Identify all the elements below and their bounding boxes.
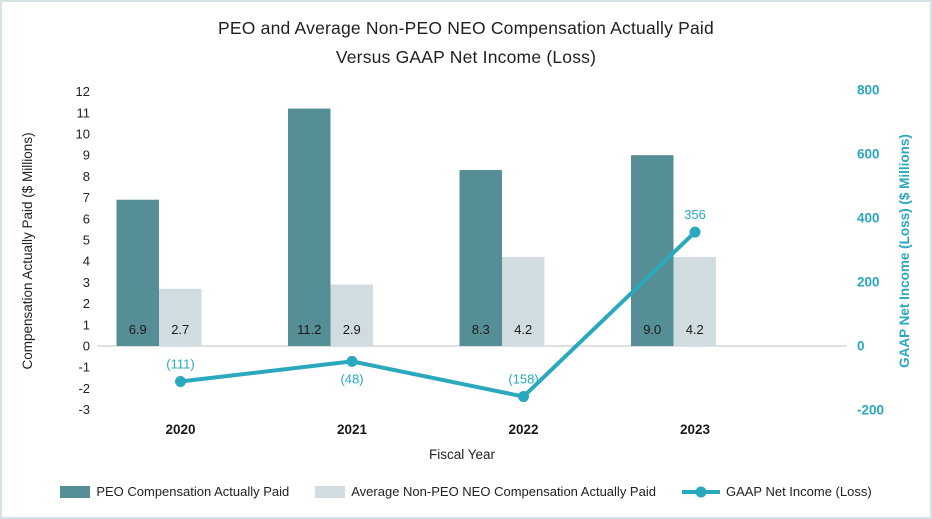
x-category-label: 2021: [337, 422, 368, 437]
x-category-label: 2022: [508, 422, 538, 437]
bar-value-label: 8.3: [472, 322, 490, 337]
line-data-label: (48): [340, 371, 363, 386]
bar-value-label: 2.9: [343, 322, 361, 337]
legend-item: PEO Compensation Actually Paid: [60, 484, 289, 499]
bar-nonpeo-2023: [673, 256, 716, 346]
left-axis-tick-label: 12: [76, 84, 90, 99]
x-axis-title: Fiscal Year: [429, 447, 496, 462]
left-axis-tick-label: 6: [83, 211, 90, 226]
chart-title-line-2: Versus GAAP Net Income (Loss): [335, 47, 597, 67]
right-axis-tick-label: 600: [857, 147, 880, 162]
legend-label: GAAP Net Income (Loss): [725, 484, 872, 499]
left-axis-tick-label: -3: [78, 402, 90, 417]
left-axis-tick-label: -1: [78, 360, 90, 375]
left-axis-tick-label: 10: [76, 127, 90, 142]
legend-line-marker-dot: [695, 486, 707, 497]
line-point-2020: [175, 376, 186, 388]
chart-title-line-1: PEO and Average Non-PEO NEO Compensation…: [218, 18, 714, 38]
right-axis-tick-label: 800: [857, 83, 880, 98]
left-axis-tick-label: 4: [83, 254, 90, 269]
right-axis-tick-label: 400: [857, 211, 880, 226]
bar-nonpeo-2020: [159, 288, 202, 346]
chart-legend: PEO Compensation Actually Paid Average No…: [2, 484, 930, 499]
bar-peo-2020: [116, 199, 159, 346]
bar-value-label: 2.7: [171, 322, 189, 337]
left-axis-tick-label: 0: [83, 339, 90, 354]
legend-label: Average Non-PEO NEO Compensation Actuall…: [351, 484, 656, 499]
left-axis-tick-label: -2: [78, 381, 90, 396]
legend-bar-swatch: [315, 485, 346, 498]
bar-value-label: 9.0: [643, 322, 661, 337]
right-axis-tick-label: 200: [857, 275, 880, 290]
chart-title: PEO and Average Non-PEO NEO Compensation…: [2, 14, 930, 72]
left-axis-tick-label: 5: [83, 233, 90, 248]
bar-peo-2022: [459, 170, 502, 346]
line-point-2021: [346, 355, 358, 367]
right-axis-tick-label: -200: [857, 403, 884, 418]
legend-item: GAAP Net Income (Loss): [681, 484, 872, 499]
right-axis-title: GAAP Net Income (Loss) ($ Millions): [897, 134, 912, 368]
line-data-label: 356: [684, 207, 706, 222]
legend-item: Average Non-PEO NEO Compensation Actuall…: [315, 484, 656, 499]
bar-nonpeo-2022: [502, 256, 545, 346]
net-income-line: [178, 230, 697, 399]
left-axis-tick-label: 1: [83, 317, 90, 332]
left-axis-tick-label: 7: [83, 190, 90, 205]
bar-nonpeo-2021: [330, 284, 373, 346]
left-axis-tick-label: 8: [83, 169, 90, 184]
right-axis-tick-label: 0: [857, 339, 865, 354]
left-axis-tick-label: 11: [77, 105, 91, 120]
legend-bar-swatch: [60, 485, 91, 498]
bar-value-label: 4.2: [514, 322, 532, 337]
bar-peo-2021: [288, 108, 331, 346]
x-category-label: 2020: [165, 422, 195, 437]
line-point-2023: [689, 226, 701, 238]
bar-peo-2023: [631, 155, 674, 346]
line-data-label: (158): [508, 372, 538, 387]
bar-value-label: 11.2: [297, 322, 321, 337]
bar-value-label: 6.9: [129, 322, 147, 337]
legend-label: PEO Compensation Actually Paid: [96, 484, 290, 499]
line-point-2022: [518, 391, 529, 403]
bar-value-label: 4.2: [686, 322, 704, 337]
x-category-label: 2023: [680, 422, 711, 437]
line-data-label: (111): [166, 357, 194, 372]
left-axis-title: Compensation Actually Paid ($ Millions): [20, 132, 35, 369]
left-axis-tick-label: 2: [83, 296, 90, 311]
left-axis-tick-label: 9: [83, 148, 90, 163]
legend-line-swatch: [681, 486, 720, 497]
left-axis-tick-label: 3: [83, 275, 90, 290]
